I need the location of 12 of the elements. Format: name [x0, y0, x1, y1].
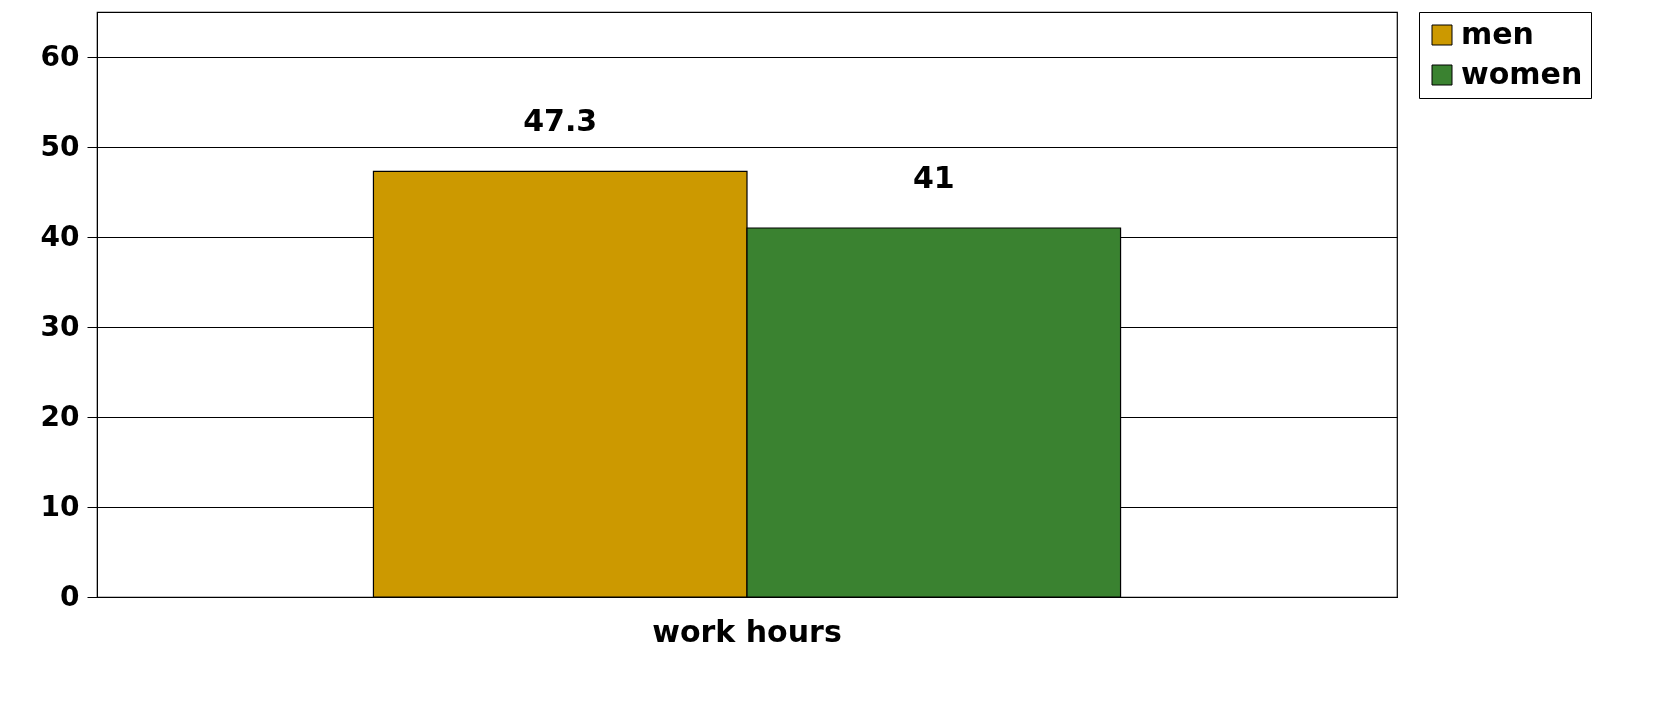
y-tick-label: 0 — [60, 579, 80, 613]
y-tick-label: 40 — [40, 219, 80, 253]
x-tick-label: work hours — [652, 613, 842, 649]
y-tick-label: 10 — [40, 489, 80, 523]
y-tick-label: 30 — [40, 309, 80, 343]
y-tick-label: 60 — [40, 39, 80, 73]
legend-label: men — [1461, 16, 1534, 51]
data-label: 47.3 — [523, 103, 598, 139]
data-label: 41 — [912, 160, 955, 195]
y-tick-label: 50 — [40, 129, 80, 163]
y-tick-label: 20 — [40, 399, 80, 433]
legend-label: women — [1461, 56, 1583, 91]
